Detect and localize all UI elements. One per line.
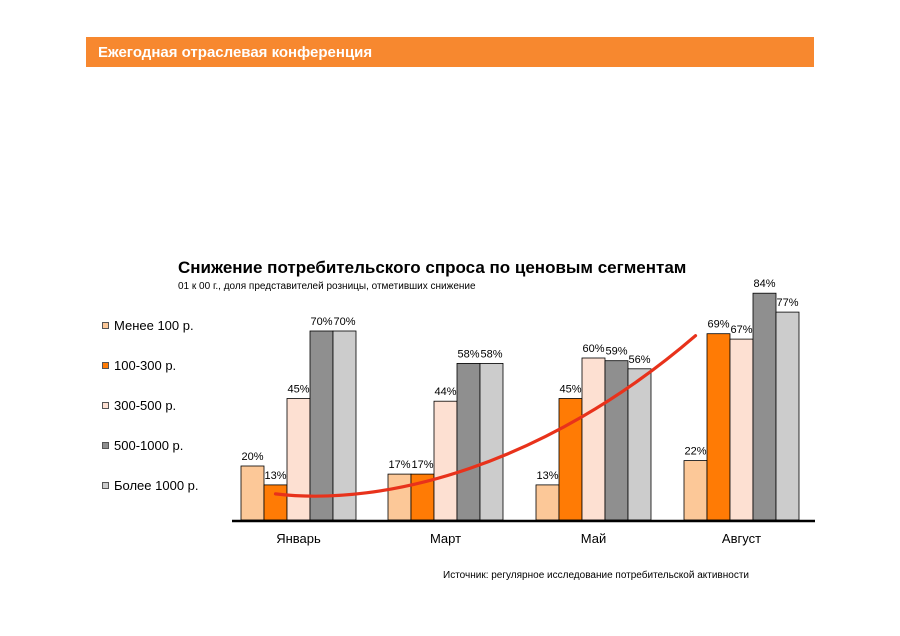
legend-label: 500-1000 р. [114, 438, 184, 453]
data-label: 67% [730, 324, 752, 336]
bar [581, 357, 606, 521]
legend-swatch [102, 442, 109, 449]
bar [627, 368, 652, 521]
bar [433, 400, 458, 521]
data-label: 22% [684, 446, 706, 458]
bar [775, 311, 800, 521]
bar [683, 460, 708, 521]
legend-label: Менее 100 р. [114, 318, 194, 333]
legend-label: 300-500 р. [114, 398, 177, 413]
chart-subtitle: 01 к 00 г., доля представителей розницы,… [178, 281, 476, 292]
data-label: 56% [628, 354, 650, 366]
bar [558, 398, 583, 521]
bar [332, 330, 357, 521]
data-label: 58% [457, 348, 479, 360]
x-tick-label: Август [722, 531, 761, 546]
bar [706, 333, 731, 521]
data-label: 13% [264, 470, 286, 482]
data-label: 17% [411, 459, 433, 471]
bar [535, 484, 560, 521]
x-tick-label: Май [581, 531, 606, 546]
data-label: 84% [753, 278, 775, 290]
data-label: 58% [480, 348, 502, 360]
data-label: 59% [605, 346, 627, 358]
bar [456, 362, 481, 521]
data-label: 17% [388, 459, 410, 471]
data-label: 13% [536, 470, 558, 482]
bar [286, 398, 311, 521]
x-tick-label: Январь [276, 531, 321, 546]
bar [752, 292, 777, 521]
data-label: 60% [582, 343, 604, 355]
bar [263, 484, 288, 521]
data-label: 70% [310, 316, 332, 328]
legend-swatch [102, 402, 109, 409]
conference-banner: Ежегодная отраслевая конференция [86, 37, 814, 67]
source-note: Источник: регулярное исследование потреб… [443, 570, 749, 581]
data-label: 77% [776, 297, 798, 309]
banner-title: Ежегодная отраслевая конференция [98, 44, 373, 61]
legend-swatch [102, 362, 109, 369]
legend-label: Более 1000 р. [114, 478, 199, 493]
data-label: 20% [241, 451, 263, 463]
data-label: 45% [287, 384, 309, 396]
data-label: 70% [333, 316, 355, 328]
bar [729, 338, 754, 521]
chart-title: Снижение потребительского спроса по цено… [178, 258, 687, 277]
data-label: 69% [707, 319, 729, 331]
legend-label: 100-300 р. [114, 358, 177, 373]
legend-swatch [102, 322, 109, 329]
bar [387, 473, 412, 521]
bar [604, 360, 629, 521]
data-label: 45% [559, 384, 581, 396]
bar [240, 465, 265, 521]
x-tick-label: Март [430, 531, 461, 546]
trend-curve [273, 334, 698, 498]
legend-swatch [102, 482, 109, 489]
bar [479, 362, 504, 521]
bar [309, 330, 334, 521]
data-label: 44% [434, 386, 456, 398]
